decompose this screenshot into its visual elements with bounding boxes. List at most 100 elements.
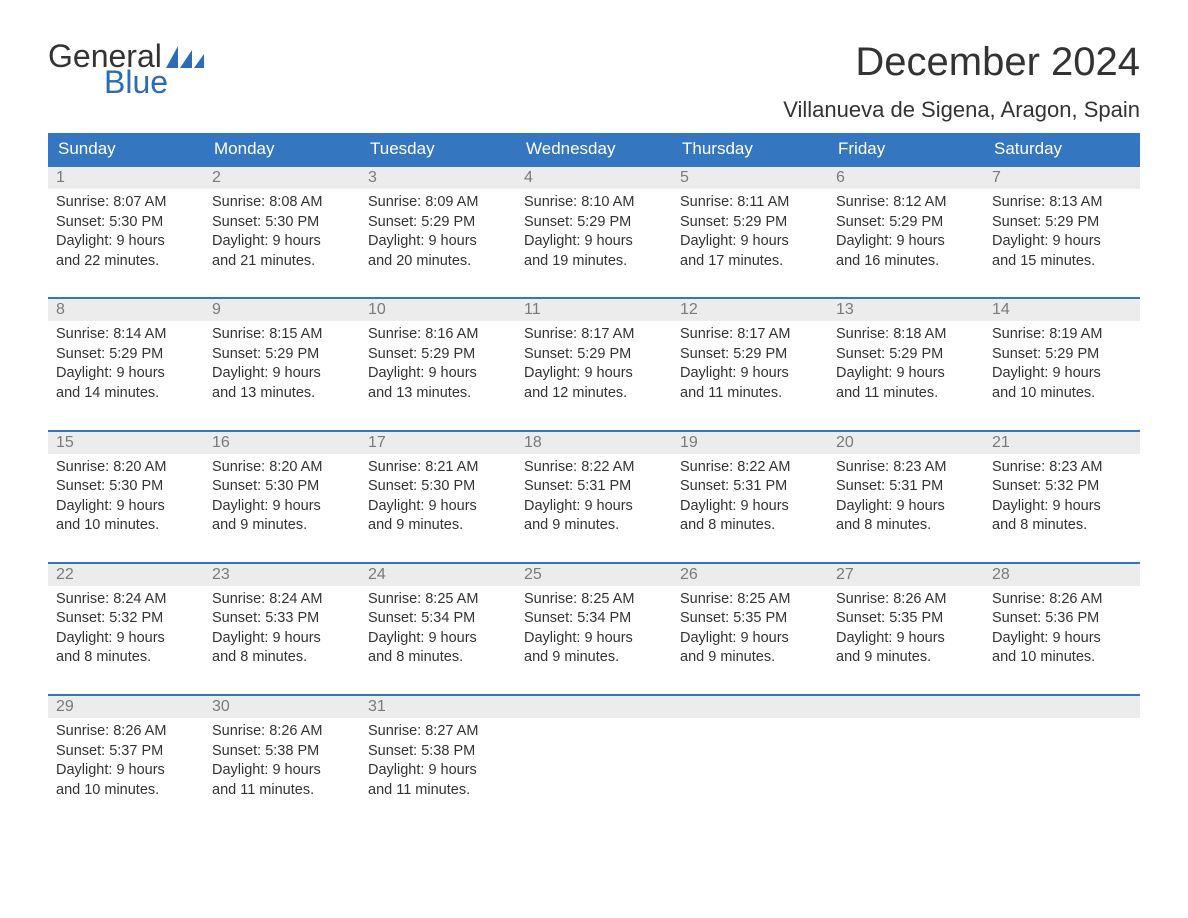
day-content: Sunrise: 8:26 AMSunset: 5:37 PMDaylight:… [48,718,204,804]
day-cell: 23Sunrise: 8:24 AMSunset: 5:33 PMDayligh… [204,564,360,672]
daylight-text-2: and 12 minutes. [524,384,664,404]
daylight-text-1: Daylight: 9 hours [836,629,976,649]
day-cell: 30Sunrise: 8:26 AMSunset: 5:38 PMDayligh… [204,696,360,804]
day-cell: 11Sunrise: 8:17 AMSunset: 5:29 PMDayligh… [516,299,672,407]
day-number [984,696,1140,718]
daylight-text-1: Daylight: 9 hours [836,364,976,384]
sunrise-text: Sunrise: 8:24 AM [56,590,196,610]
day-content: Sunrise: 8:11 AMSunset: 5:29 PMDaylight:… [672,189,828,275]
day-number: 15 [48,432,204,454]
sunrise-text: Sunrise: 8:26 AM [56,722,196,742]
daylight-text-1: Daylight: 9 hours [368,232,508,252]
day-content: Sunrise: 8:08 AMSunset: 5:30 PMDaylight:… [204,189,360,275]
day-cell: 19Sunrise: 8:22 AMSunset: 5:31 PMDayligh… [672,432,828,540]
day-cell: 22Sunrise: 8:24 AMSunset: 5:32 PMDayligh… [48,564,204,672]
sunset-text: Sunset: 5:37 PM [56,742,196,762]
day-number: 2 [204,167,360,189]
logo-text-blue: Blue [104,66,204,98]
day-cell: 18Sunrise: 8:22 AMSunset: 5:31 PMDayligh… [516,432,672,540]
day-number: 3 [360,167,516,189]
day-number: 24 [360,564,516,586]
day-number [828,696,984,718]
day-header: Saturday [984,133,1140,165]
sunrise-text: Sunrise: 8:08 AM [212,193,352,213]
day-header: Sunday [48,133,204,165]
day-cell: 26Sunrise: 8:25 AMSunset: 5:35 PMDayligh… [672,564,828,672]
day-header: Monday [204,133,360,165]
day-content: Sunrise: 8:17 AMSunset: 5:29 PMDaylight:… [672,321,828,407]
daylight-text-1: Daylight: 9 hours [212,629,352,649]
day-cell: 14Sunrise: 8:19 AMSunset: 5:29 PMDayligh… [984,299,1140,407]
sunset-text: Sunset: 5:29 PM [992,213,1132,233]
sunset-text: Sunset: 5:38 PM [368,742,508,762]
sunset-text: Sunset: 5:30 PM [56,477,196,497]
daylight-text-1: Daylight: 9 hours [524,364,664,384]
day-number: 27 [828,564,984,586]
day-content: Sunrise: 8:25 AMSunset: 5:34 PMDaylight:… [516,586,672,672]
daylight-text-2: and 16 minutes. [836,252,976,272]
day-cell: 12Sunrise: 8:17 AMSunset: 5:29 PMDayligh… [672,299,828,407]
sunrise-text: Sunrise: 8:20 AM [212,458,352,478]
sunset-text: Sunset: 5:29 PM [368,345,508,365]
day-number: 14 [984,299,1140,321]
daylight-text-2: and 14 minutes. [56,384,196,404]
sunrise-text: Sunrise: 8:24 AM [212,590,352,610]
day-cell: 17Sunrise: 8:21 AMSunset: 5:30 PMDayligh… [360,432,516,540]
daylight-text-2: and 8 minutes. [992,516,1132,536]
sunrise-text: Sunrise: 8:16 AM [368,325,508,345]
day-number: 20 [828,432,984,454]
daylight-text-1: Daylight: 9 hours [368,629,508,649]
day-content: Sunrise: 8:25 AMSunset: 5:34 PMDaylight:… [360,586,516,672]
daylight-text-1: Daylight: 9 hours [368,761,508,781]
sunrise-text: Sunrise: 8:15 AM [212,325,352,345]
daylight-text-2: and 19 minutes. [524,252,664,272]
sunrise-text: Sunrise: 8:19 AM [992,325,1132,345]
daylight-text-2: and 9 minutes. [368,516,508,536]
sunrise-text: Sunrise: 8:21 AM [368,458,508,478]
day-number: 22 [48,564,204,586]
day-header: Thursday [672,133,828,165]
day-cell: 10Sunrise: 8:16 AMSunset: 5:29 PMDayligh… [360,299,516,407]
day-cell: 1Sunrise: 8:07 AMSunset: 5:30 PMDaylight… [48,167,204,275]
day-cell: 5Sunrise: 8:11 AMSunset: 5:29 PMDaylight… [672,167,828,275]
day-cell: 24Sunrise: 8:25 AMSunset: 5:34 PMDayligh… [360,564,516,672]
daylight-text-2: and 13 minutes. [368,384,508,404]
day-content: Sunrise: 8:17 AMSunset: 5:29 PMDaylight:… [516,321,672,407]
daylight-text-1: Daylight: 9 hours [56,761,196,781]
day-number: 11 [516,299,672,321]
day-content: Sunrise: 8:13 AMSunset: 5:29 PMDaylight:… [984,189,1140,275]
day-content: Sunrise: 8:10 AMSunset: 5:29 PMDaylight:… [516,189,672,275]
daylight-text-2: and 11 minutes. [836,384,976,404]
day-content: Sunrise: 8:24 AMSunset: 5:32 PMDaylight:… [48,586,204,672]
week-row: 1Sunrise: 8:07 AMSunset: 5:30 PMDaylight… [48,165,1140,275]
day-number: 8 [48,299,204,321]
week-row: 15Sunrise: 8:20 AMSunset: 5:30 PMDayligh… [48,430,1140,540]
sunset-text: Sunset: 5:31 PM [524,477,664,497]
day-number: 12 [672,299,828,321]
daylight-text-1: Daylight: 9 hours [212,497,352,517]
week-row: 29Sunrise: 8:26 AMSunset: 5:37 PMDayligh… [48,694,1140,804]
sunset-text: Sunset: 5:29 PM [680,345,820,365]
sunrise-text: Sunrise: 8:14 AM [56,325,196,345]
day-content: Sunrise: 8:26 AMSunset: 5:38 PMDaylight:… [204,718,360,804]
daylight-text-2: and 20 minutes. [368,252,508,272]
day-cell: 3Sunrise: 8:09 AMSunset: 5:29 PMDaylight… [360,167,516,275]
sunrise-text: Sunrise: 8:25 AM [524,590,664,610]
day-cell [516,696,672,804]
daylight-text-1: Daylight: 9 hours [992,232,1132,252]
day-cell: 31Sunrise: 8:27 AMSunset: 5:38 PMDayligh… [360,696,516,804]
day-content: Sunrise: 8:26 AMSunset: 5:35 PMDaylight:… [828,586,984,672]
day-content: Sunrise: 8:24 AMSunset: 5:33 PMDaylight:… [204,586,360,672]
title-block: December 2024 Villanueva de Sigena, Arag… [783,40,1140,123]
day-number: 7 [984,167,1140,189]
day-content: Sunrise: 8:20 AMSunset: 5:30 PMDaylight:… [204,454,360,540]
day-number: 16 [204,432,360,454]
week-row: 22Sunrise: 8:24 AMSunset: 5:32 PMDayligh… [48,562,1140,672]
sunrise-text: Sunrise: 8:23 AM [992,458,1132,478]
day-content [672,718,828,726]
day-cell [672,696,828,804]
calendar: SundayMondayTuesdayWednesdayThursdayFrid… [48,133,1140,804]
daylight-text-2: and 17 minutes. [680,252,820,272]
day-number: 6 [828,167,984,189]
sunset-text: Sunset: 5:38 PM [212,742,352,762]
